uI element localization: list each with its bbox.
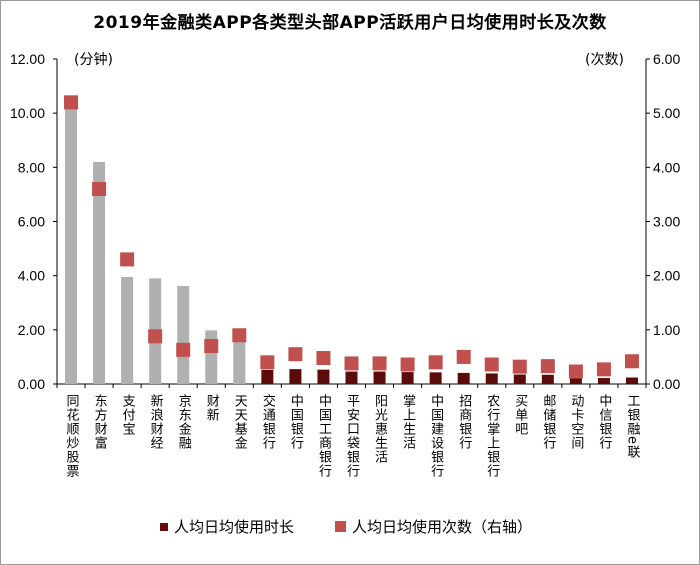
count-marker	[148, 329, 163, 344]
count-marker	[484, 357, 499, 372]
duration-bar	[345, 371, 358, 384]
left-tick-label: 4.00	[18, 268, 45, 284]
category-label: 中国银行	[288, 394, 304, 450]
legend-label-count: 人均日均使用次数（右轴）	[352, 518, 533, 536]
duration-bar	[233, 335, 246, 384]
category-label: 同花顺炒股票	[64, 394, 80, 478]
legend-swatch-count	[335, 521, 346, 532]
legend-item-count: 人均日均使用次数（右轴）	[335, 516, 532, 537]
duration-bar	[289, 369, 302, 384]
duration-bar	[93, 161, 106, 384]
right-tick-label: 6.00	[653, 51, 680, 67]
left-tick-label: 6.00	[18, 214, 45, 230]
category-label: 招商银行	[456, 394, 472, 450]
left-axis-unit-label: (分钟)	[74, 52, 113, 68]
count-marker	[596, 362, 611, 377]
right-tick-label: 5.00	[653, 105, 680, 121]
count-marker	[344, 356, 359, 371]
right-tick-label: 2.00	[653, 268, 680, 284]
category-label: 支付宝	[120, 394, 136, 436]
category-label: 交通银行	[260, 393, 276, 450]
category-label: 中国工商银行	[316, 394, 332, 478]
duration-bar	[485, 373, 498, 384]
count-marker	[428, 355, 443, 370]
duration-bar	[597, 378, 610, 384]
left-tick-label: 10.00	[10, 105, 45, 121]
right-tick-label: 3.00	[653, 214, 680, 230]
category-label: 买单吧	[512, 394, 528, 436]
count-marker	[316, 351, 331, 365]
duration-bar	[317, 369, 330, 384]
category-label: 掌上生活	[400, 394, 416, 450]
count-marker	[512, 359, 527, 374]
duration-bar	[261, 369, 274, 384]
category-label: 邮储银行	[540, 394, 556, 450]
count-marker	[540, 359, 555, 374]
right-tick-label: 1.00	[653, 322, 680, 338]
duration-bar	[625, 377, 638, 384]
category-label: 天天基金	[232, 394, 248, 450]
legend-swatch-duration	[160, 522, 168, 531]
count-marker	[568, 364, 583, 379]
count-marker	[400, 357, 415, 372]
count-marker	[92, 182, 107, 196]
count-marker	[624, 354, 639, 369]
count-marker	[372, 356, 387, 371]
duration-bar	[457, 372, 470, 384]
category-label: 动卡空间	[568, 394, 584, 450]
duration-bar	[401, 372, 414, 384]
duration-bar	[541, 374, 554, 384]
category-label: 中国建设银行	[428, 394, 444, 478]
left-tick-label: 12.00	[10, 51, 45, 67]
count-marker	[204, 339, 219, 354]
right-tick-label: 0.00	[653, 376, 680, 392]
duration-bar	[373, 371, 386, 384]
duration-bar	[121, 277, 134, 384]
chart-title: 2019年金融类APP各类型头部APP活跃用户日均使用时长及次数	[93, 13, 607, 33]
duration-bar	[513, 374, 526, 384]
duration-bar	[205, 330, 218, 384]
category-label: 京东金融	[176, 394, 192, 450]
right-axis-unit-label: (次数)	[585, 52, 624, 68]
duration-bar	[569, 378, 582, 384]
count-marker	[176, 342, 191, 357]
count-marker	[260, 355, 275, 370]
left-tick-label: 2.00	[18, 322, 45, 338]
legend-item-duration: 人均日均使用时长	[160, 516, 294, 537]
category-label: 工银融e联	[624, 394, 640, 459]
category-label: 财新	[204, 394, 220, 422]
duration-bar	[429, 372, 442, 384]
category-label: 中信银行	[596, 394, 612, 450]
duration-bar	[65, 107, 78, 384]
count-marker	[288, 347, 303, 362]
category-label: 农行掌上银行	[484, 394, 500, 478]
count-marker	[232, 328, 247, 343]
duration-bar	[177, 285, 190, 384]
category-label: 东方财富	[92, 394, 108, 450]
legend-label-duration: 人均日均使用时长	[174, 518, 295, 536]
category-label: 平安口袋银行	[344, 394, 360, 478]
count-marker	[64, 95, 79, 110]
left-tick-label: 8.00	[18, 159, 45, 175]
left-tick-label: 0.00	[18, 376, 45, 392]
right-tick-label: 4.00	[653, 159, 680, 175]
category-label: 新浪财经	[148, 393, 164, 450]
category-label: 阳光惠生活	[372, 394, 388, 464]
count-marker	[120, 252, 135, 267]
legend: 人均日均使用时长 人均日均使用次数（右轴）	[0, 516, 700, 542]
count-marker	[456, 349, 471, 364]
